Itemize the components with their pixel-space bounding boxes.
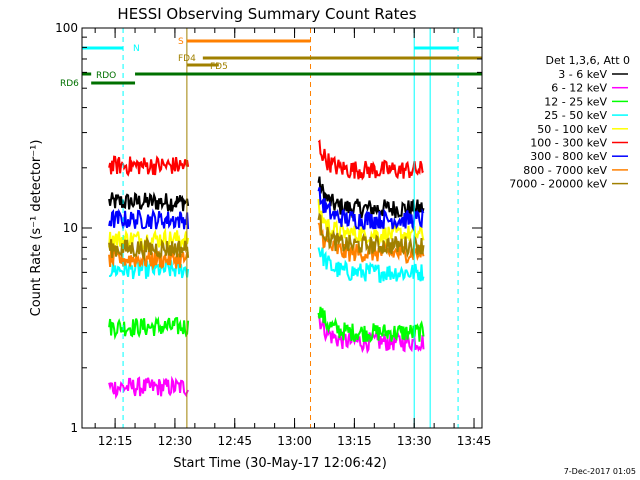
- legend-label: 300 - 800 keV: [530, 150, 607, 163]
- y-axis-label: Count Rate (s⁻¹ detector⁻¹): [29, 140, 44, 317]
- x-tick-label: 13:00: [277, 434, 312, 448]
- vertical-markers: [122, 28, 459, 428]
- series-trace: [317, 247, 425, 284]
- x-axis: 12:15 12:30 12:45 13:00 13:15 13:30 13:45: [94, 28, 492, 448]
- chart-title: HESSI Observing Summary Count Rates: [117, 5, 416, 23]
- date-stamp: 7-Dec-2017 01:05: [564, 467, 636, 476]
- series-12-25-kev: [108, 306, 425, 343]
- x-tick-label: 12:15: [98, 434, 133, 448]
- legend-label: 6 - 12 keV: [551, 82, 607, 95]
- series-7000-20000-kev: [108, 212, 425, 262]
- x-tick-label: 12:30: [158, 434, 193, 448]
- legend-item: 800 - 7000 keV: [523, 164, 628, 177]
- x-tick-label: 12:45: [217, 434, 252, 448]
- x-tick-label: 13:15: [337, 434, 372, 448]
- series-300-800-kev: [108, 187, 425, 233]
- legend-label: 7000 - 20000 keV: [509, 178, 607, 191]
- x-tick-label: 13:45: [457, 434, 492, 448]
- flag-s: S: [178, 37, 311, 47]
- legend-item: 7000 - 20000 keV: [509, 178, 628, 191]
- flag-n: N: [82, 44, 459, 54]
- legend-label: 50 - 100 keV: [537, 123, 607, 136]
- series-trace: [317, 139, 425, 181]
- series-trace: [108, 208, 190, 232]
- legend-item: 50 - 100 keV: [537, 123, 628, 136]
- legend-item: 3 - 6 keV: [558, 68, 628, 81]
- flag-label: S: [178, 37, 184, 47]
- series-3-6-kev: [108, 176, 425, 219]
- series-trace: [108, 316, 190, 341]
- legend-item: 300 - 800 keV: [530, 150, 628, 163]
- x-tick-label: 13:30: [397, 434, 432, 448]
- legend-label: 100 - 300 keV: [530, 137, 607, 150]
- series-trace: [317, 306, 425, 343]
- flag-rdo: RDO: [82, 71, 482, 81]
- series-trace: [108, 247, 189, 271]
- legend-label: 800 - 7000 keV: [523, 164, 607, 177]
- y-tick-label: 100: [55, 21, 78, 35]
- series-trace: [317, 187, 425, 233]
- flag-label: FD4: [178, 54, 196, 64]
- flag-label: RDO: [96, 71, 116, 81]
- legend-label: 25 - 50 keV: [544, 109, 607, 122]
- flag-bars: N S FD4 FD5 RDO RD6: [60, 37, 482, 89]
- series-trace: [108, 155, 190, 177]
- series-trace: [108, 235, 190, 262]
- x-axis-label: Start Time (30-May-17 12:06:42): [173, 456, 387, 471]
- series-100-300-kev: [108, 139, 425, 181]
- plot-data: [108, 139, 425, 400]
- series-trace: [317, 212, 425, 259]
- y-tick-label: 10: [63, 221, 78, 235]
- flag-label: FD5: [210, 62, 228, 72]
- y-tick-label: 1: [70, 421, 78, 435]
- series-trace: [108, 256, 190, 280]
- series-trace: [108, 191, 190, 213]
- flag-label: N: [133, 44, 140, 54]
- legend-title: Det 1,3,6, Att 0: [546, 54, 630, 67]
- flag-fd4: FD4: [178, 54, 482, 64]
- series-trace: [108, 375, 189, 400]
- flag-rd6: RD6: [60, 79, 136, 89]
- legend-label: 3 - 6 keV: [558, 68, 607, 81]
- flag-label: RD6: [60, 79, 79, 89]
- series-25-50-kev: [108, 247, 425, 284]
- legend-label: 12 - 25 keV: [544, 95, 607, 108]
- legend-item: 25 - 50 keV: [544, 109, 628, 122]
- flag-fd5: FD5: [186, 62, 228, 72]
- legend-item: 6 - 12 keV: [551, 82, 628, 95]
- legend-item: 100 - 300 keV: [530, 137, 628, 150]
- legend-item: 12 - 25 keV: [544, 95, 628, 108]
